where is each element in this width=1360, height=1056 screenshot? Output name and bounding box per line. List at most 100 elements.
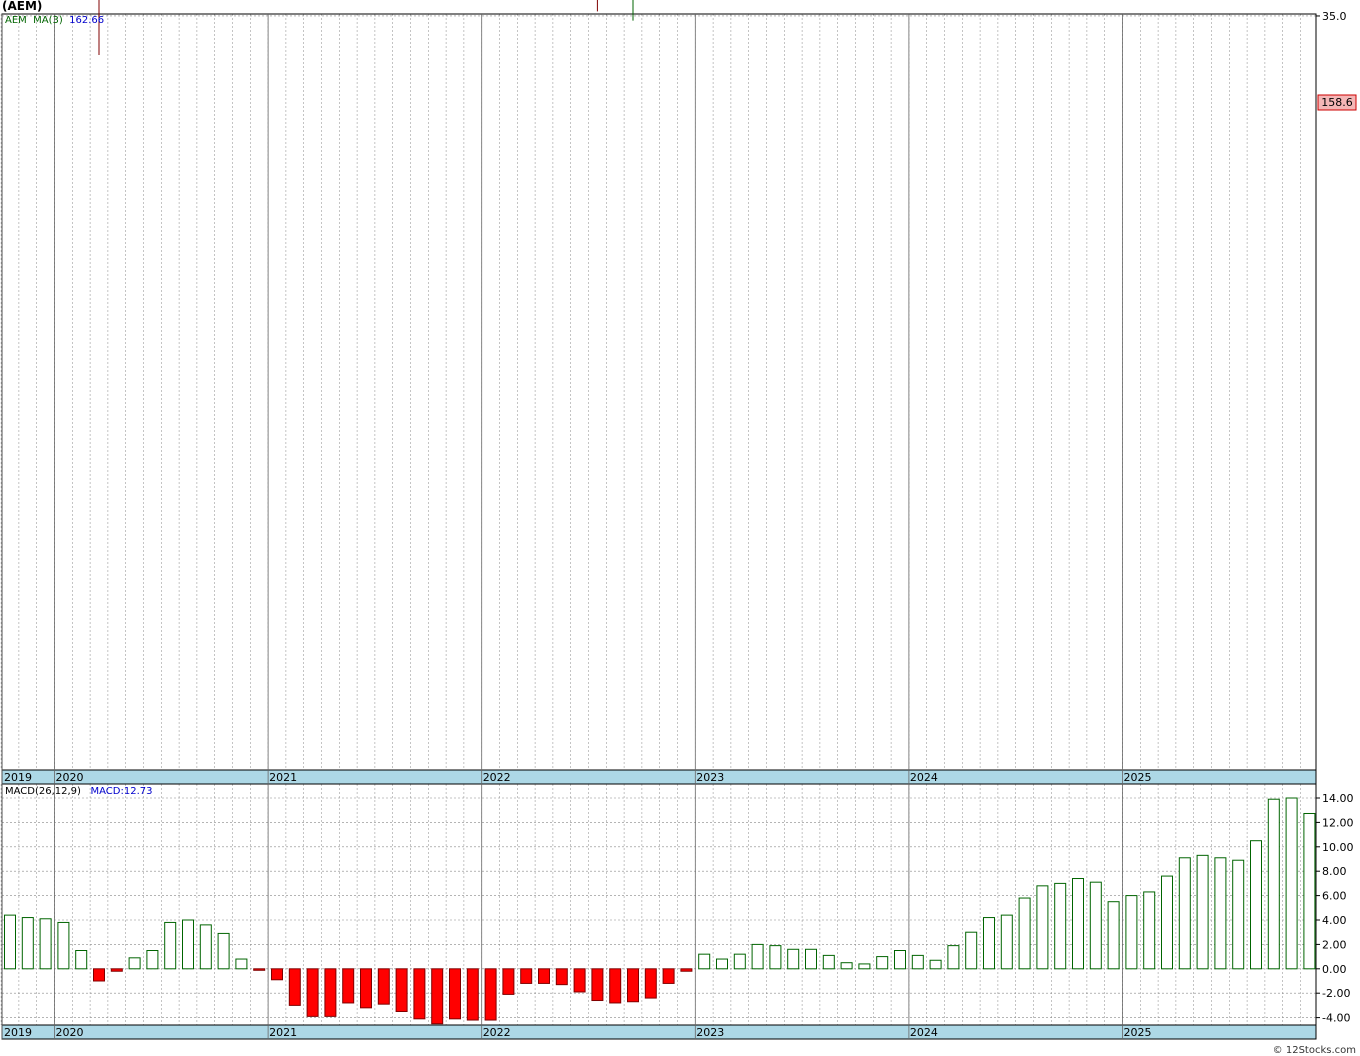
macd-bar-negative bbox=[271, 968, 283, 981]
macd-tick-label: 10.00 bbox=[1322, 841, 1354, 854]
last-price-badge-box bbox=[1317, 94, 1357, 111]
price-x-axis-labels: 2019 2020 2021 2022 2023 2024 2025 bbox=[1, 14, 1152, 784]
macd-bar-positive bbox=[822, 954, 835, 970]
macd-bar-positive bbox=[75, 950, 88, 970]
macd-bar-negative bbox=[538, 968, 550, 984]
macd-bar-positive bbox=[805, 948, 817, 970]
macd-bar-negative bbox=[573, 968, 586, 993]
x-axis-year-label: 2020 bbox=[56, 771, 84, 784]
macd-bar-positive bbox=[199, 924, 212, 970]
macd-bar-negative bbox=[520, 968, 533, 984]
candle-down bbox=[596, 0, 598, 12]
macd-bar-negative bbox=[431, 968, 444, 1025]
price-tick-label: 35.0 bbox=[1322, 10, 1347, 23]
macd-bar-positive bbox=[1285, 797, 1298, 970]
price-panel-grid bbox=[0, 14, 1316, 770]
macd-bar-positive bbox=[965, 931, 978, 970]
legend-macd-label: MACD(26,12,9) bbox=[5, 786, 81, 797]
macd-bar-positive bbox=[894, 950, 906, 970]
macd-bar-negative bbox=[360, 968, 372, 1009]
macd-bar-positive bbox=[21, 917, 34, 970]
macd-panel-grid bbox=[0, 784, 1316, 1025]
x-axis-year-label: 2023 bbox=[696, 1026, 724, 1039]
x-axis-year-label: 2025 bbox=[1124, 1026, 1152, 1039]
x-axis-year-label: 2023 bbox=[696, 771, 724, 784]
macd-bar-negative bbox=[324, 968, 337, 1017]
macd-bar-positive bbox=[911, 954, 924, 970]
macd-bar-positive bbox=[751, 943, 764, 970]
macd-bar-positive bbox=[4, 914, 16, 970]
macd-bar-negative bbox=[342, 968, 355, 1004]
macd-bar-positive bbox=[787, 948, 800, 970]
chart-title: (AEM) bbox=[2, 0, 43, 13]
macd-bar-positive bbox=[858, 963, 871, 970]
macd-bar-negative bbox=[662, 968, 675, 984]
macd-bar-positive bbox=[698, 953, 711, 970]
macd-bar-positive bbox=[1250, 840, 1262, 970]
macd-tick-label: 12.00 bbox=[1322, 816, 1354, 829]
macd-bar-positive bbox=[1054, 882, 1067, 970]
macd-legend: MACD(26,12,9) MACD:12.73 bbox=[5, 786, 152, 797]
macd-bar-positive bbox=[57, 921, 70, 970]
macd-bar-positive bbox=[1000, 914, 1013, 970]
x-axis-year-label: 2022 bbox=[483, 1026, 511, 1039]
macd-bar-positive bbox=[182, 919, 194, 970]
macd-bar-negative bbox=[644, 968, 657, 999]
macd-bar-negative bbox=[627, 968, 639, 1003]
macd-y-axis: -4.00 -2.00 0.00 2.00 4.00 6.00 8.00 10.00 12.00… bbox=[1316, 792, 1354, 1025]
macd-bar-positive bbox=[876, 956, 889, 970]
macd-bar-positive bbox=[1232, 859, 1245, 970]
macd-bar-positive bbox=[1072, 878, 1084, 970]
macd-bar-positive bbox=[235, 958, 248, 970]
macd-bar-negative bbox=[555, 968, 568, 986]
macd-bar-negative bbox=[110, 968, 123, 972]
macd-bar-negative bbox=[680, 968, 693, 972]
price-legend: AEM MA(3) 162.66 bbox=[5, 15, 104, 26]
macd-tick-label: 8.00 bbox=[1322, 865, 1347, 878]
macd-date-axis-band bbox=[1, 1024, 1317, 1040]
macd-tick-label: 4.00 bbox=[1322, 914, 1347, 927]
macd-bar-positive bbox=[1089, 881, 1102, 970]
macd-bar-positive bbox=[164, 921, 177, 970]
macd-tick-label: 0.00 bbox=[1322, 963, 1347, 976]
macd-bar-positive bbox=[1196, 854, 1209, 970]
macd-tick-label: 2.00 bbox=[1322, 938, 1347, 951]
legend-ma-label: MA(3) bbox=[33, 15, 63, 26]
x-axis-year-label: 2019 bbox=[4, 771, 32, 784]
macd-bar-positive bbox=[1267, 798, 1280, 970]
x-axis-year-label: 2020 bbox=[56, 1026, 84, 1039]
macd-bar-positive bbox=[840, 962, 853, 970]
macd-bar-positive bbox=[1036, 885, 1049, 970]
x-axis-year-label: 2019 bbox=[4, 1026, 32, 1039]
macd-bar-positive bbox=[1143, 891, 1156, 970]
macd-bar-negative bbox=[306, 968, 319, 1017]
macd-bar-negative bbox=[466, 968, 479, 1021]
price-y-axis: 35.040.045.050.055.060.065.070.075.080.0… bbox=[1316, 10, 1347, 23]
macd-tick-label: -4.00 bbox=[1322, 1012, 1350, 1025]
candle-up bbox=[632, 0, 634, 21]
macd-bar-negative bbox=[609, 968, 622, 1004]
price-date-axis-band bbox=[1, 769, 1317, 785]
macd-bar-negative bbox=[253, 968, 266, 971]
macd-x-axis-labels: 2019 2020 2021 2022 2023 2024 2025 bbox=[1, 784, 1152, 1039]
macd-bar-positive bbox=[1018, 897, 1031, 970]
macd-bar-negative bbox=[288, 968, 301, 1006]
macd-bar-positive bbox=[1161, 875, 1173, 970]
price-panel-frame bbox=[1, 13, 1317, 771]
macd-tick-label: 14.00 bbox=[1322, 792, 1354, 805]
macd-bar-negative bbox=[395, 968, 408, 1012]
x-axis-year-label: 2021 bbox=[269, 1026, 297, 1039]
macd-bar-negative bbox=[502, 968, 515, 995]
macd-bar-negative bbox=[377, 968, 390, 1005]
x-axis-year-label: 2025 bbox=[1124, 771, 1152, 784]
macd-bar-positive bbox=[1214, 857, 1227, 970]
macd-bar-negative bbox=[93, 968, 105, 982]
macd-bar-positive bbox=[1107, 901, 1120, 970]
macd-bar-positive bbox=[1303, 812, 1316, 970]
macd-bar-positive bbox=[929, 959, 942, 970]
macd-bar-positive bbox=[146, 950, 159, 970]
macd-bar-negative bbox=[413, 968, 426, 1020]
macd-bar-positive bbox=[769, 945, 782, 970]
macd-bar-negative bbox=[449, 968, 461, 1020]
